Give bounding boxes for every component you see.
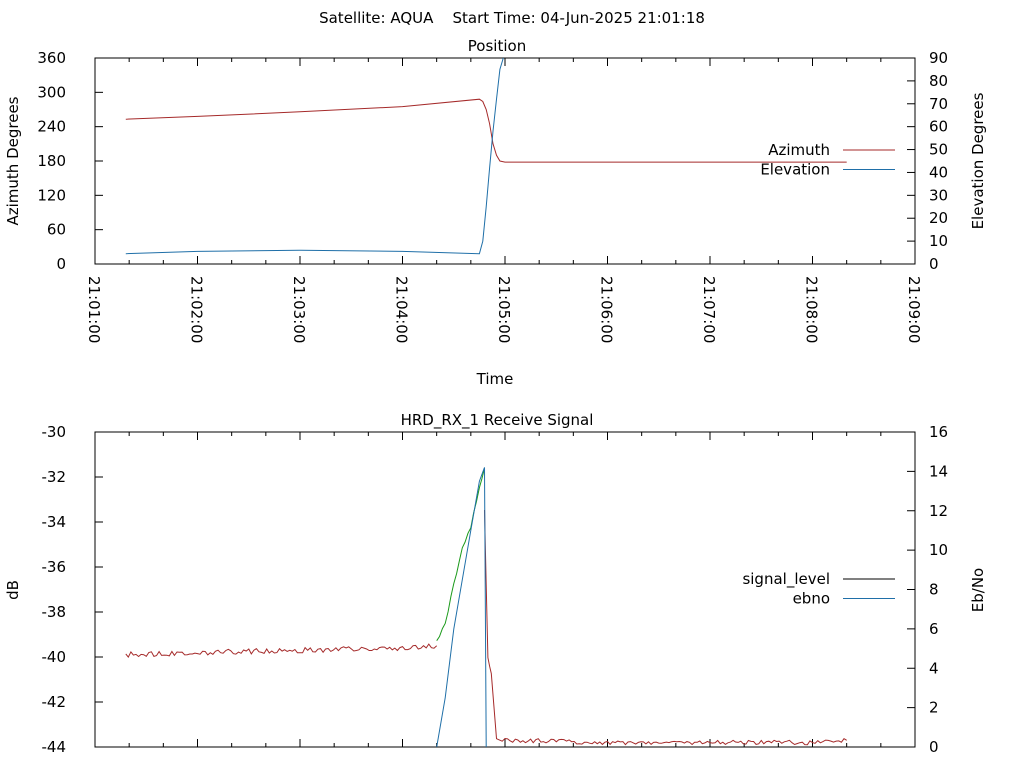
y-tick-label: -30 xyxy=(42,423,67,441)
y2-tick-label: 10 xyxy=(929,541,948,559)
x-tick-label: 21:08:00 xyxy=(803,276,821,343)
y-tick-label: -42 xyxy=(42,693,67,711)
y-tick-label: 120 xyxy=(37,186,66,204)
y-tick-label: 360 xyxy=(37,49,66,67)
x-tick-label: 21:07:00 xyxy=(700,276,718,343)
position-x-axis-label: Time xyxy=(476,370,514,388)
y-tick-label: -44 xyxy=(42,738,67,756)
legend-label: ebno xyxy=(793,590,830,608)
series-line-Azimuth xyxy=(125,98,847,163)
x-tick-label: 21:05:00 xyxy=(495,276,513,343)
x-tick-label: 21:06:00 xyxy=(598,276,616,343)
y-tick-label: -38 xyxy=(42,603,67,621)
y2-tick-label: 30 xyxy=(929,186,948,204)
x-tick-label: 21:02:00 xyxy=(188,276,206,343)
y2-tick-label: 60 xyxy=(929,118,948,136)
y-tick-label: -40 xyxy=(42,648,67,666)
legend-label: Azimuth xyxy=(768,141,830,159)
y2-tick-label: 70 xyxy=(929,95,948,113)
y-tick-label: -32 xyxy=(42,468,67,486)
receive-signal-chart: HRD_RX_1 Receive Signal dB Eb/No -44 -42 -… xyxy=(4,411,987,756)
y-tick-label: 180 xyxy=(37,152,66,170)
x-tick-label: 21:01:00 xyxy=(85,276,103,343)
y2-tick-label: 50 xyxy=(929,141,948,159)
y2-tick-label: 80 xyxy=(929,72,948,90)
y2-tick-label: 2 xyxy=(929,699,939,717)
y2-tick-label: 16 xyxy=(929,423,948,441)
page-title: Satellite: AQUA Start Time: 04-Jun-2025 … xyxy=(319,9,705,27)
y-tick-label: -34 xyxy=(42,513,67,531)
series-line-signal_drop_after_pass xyxy=(484,509,847,746)
series-line-Elevation xyxy=(125,58,504,255)
y-tick-label: 0 xyxy=(56,255,66,273)
y2-tick-label: 10 xyxy=(929,232,948,250)
series-line-ebno xyxy=(436,467,487,747)
receive-signal-chart-title: HRD_RX_1 Receive Signal xyxy=(401,411,594,430)
y2-tick-label: 20 xyxy=(929,209,948,227)
position-chart: Position Time Azimuth Degrees Elevation … xyxy=(4,37,987,388)
x-tick-label: 21:09:00 xyxy=(905,276,923,343)
y2-tick-label: 6 xyxy=(929,620,939,638)
x-tick-label: 21:03:00 xyxy=(290,276,308,343)
y2-tick-label: 0 xyxy=(929,255,939,273)
y-tick-label: -36 xyxy=(42,558,67,576)
receive-signal-y-axis-label: dB xyxy=(4,580,22,600)
series-line-signal_high_during_pass xyxy=(436,467,485,641)
receive-signal-y2-axis-label: Eb/No xyxy=(969,568,987,612)
series-line-signal_low_before_pass xyxy=(125,643,438,659)
x-tick-label: 21:04:00 xyxy=(393,276,411,343)
legend-label: signal_level xyxy=(742,570,830,589)
y2-tick-label: 40 xyxy=(929,163,948,181)
position-chart-title: Position xyxy=(468,37,526,55)
legend-label: Elevation xyxy=(760,161,830,179)
y2-tick-label: 12 xyxy=(929,502,948,520)
y-tick-label: 240 xyxy=(37,118,66,136)
y2-tick-label: 0 xyxy=(929,738,939,756)
y2-tick-label: 90 xyxy=(929,49,948,67)
y2-tick-label: 14 xyxy=(929,462,948,480)
position-y-axis-label: Azimuth Degrees xyxy=(4,96,22,225)
y-tick-label: 60 xyxy=(47,221,66,239)
y2-tick-label: 4 xyxy=(929,659,939,677)
y2-tick-label: 8 xyxy=(929,581,939,599)
y-tick-label: 300 xyxy=(37,83,66,101)
position-y2-axis-label: Elevation Degrees xyxy=(969,92,987,229)
